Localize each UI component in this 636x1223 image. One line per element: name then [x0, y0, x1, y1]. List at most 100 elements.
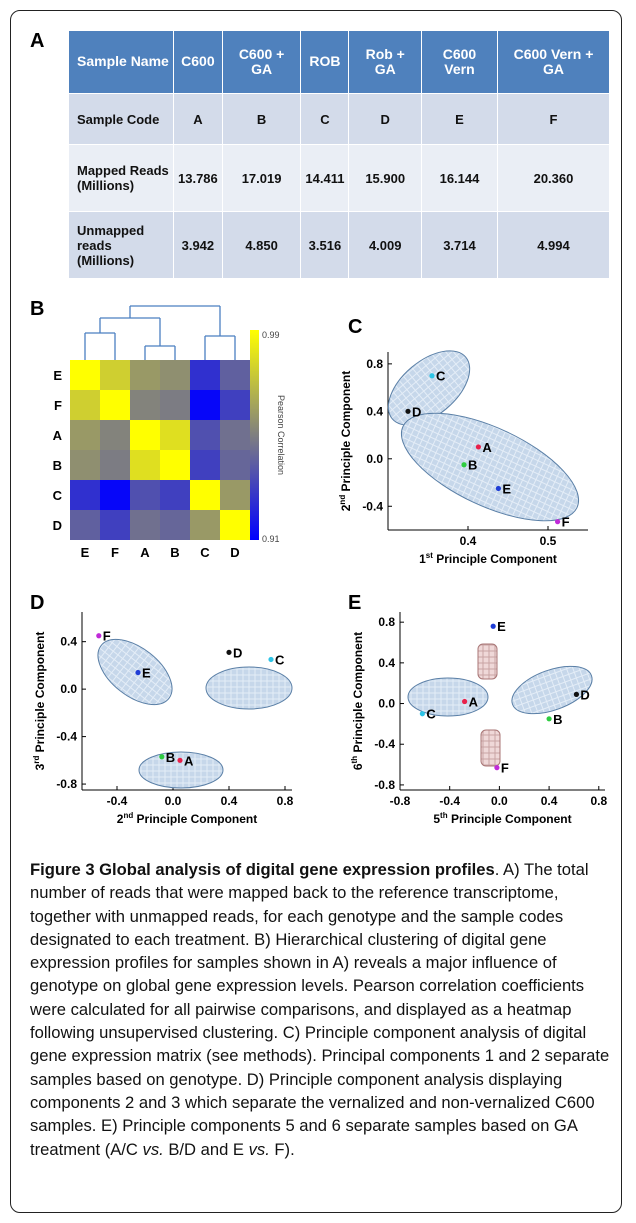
heatmap-col-label: C — [200, 545, 210, 560]
table-cell: 17.019 — [221, 144, 302, 212]
heatmap-cell — [220, 510, 250, 540]
table-header-cell: C600 Vern — [420, 30, 498, 94]
heatmap-cell — [130, 390, 160, 420]
data-point-label: D — [412, 404, 421, 419]
data-point — [494, 765, 500, 771]
table-header-cell: Rob + GA — [348, 30, 422, 94]
heatmap-cell — [220, 450, 250, 480]
data-point-label: B — [553, 712, 562, 727]
heatmap-row-label: A — [53, 428, 63, 443]
heatmap-cell — [70, 360, 100, 390]
table-header-cell: C600 + GA — [221, 30, 302, 94]
figure-frame — [10, 10, 622, 1213]
data-point — [461, 462, 467, 468]
data-point-label: C — [275, 652, 285, 667]
heatmap-cell — [130, 360, 160, 390]
y-tick-label: -0.4 — [56, 730, 77, 744]
heatmap-cell — [100, 510, 130, 540]
data-point — [490, 623, 496, 629]
panel-label-e: E — [348, 592, 362, 614]
y-tick-label: -0.4 — [374, 737, 395, 751]
data-point — [475, 444, 481, 450]
pca-chart-e: -0.8 -0.4 0.0 0.4 0.8 -0.8 -0.4 0.0 0.4 0.8 5th Pr… — [350, 612, 607, 826]
data-point — [405, 408, 411, 414]
heatmap-cell — [190, 450, 220, 480]
heatmap-cell — [220, 480, 250, 510]
heatmap-cell — [220, 360, 250, 390]
figure-caption: Figure 3 Global analysis of digital gene… — [30, 858, 615, 1161]
cluster-ellipse — [387, 350, 471, 426]
heatmap-cell — [100, 360, 130, 390]
data-point — [495, 485, 501, 492]
heatmap-cell — [160, 390, 190, 420]
panel-label-d: D — [30, 592, 45, 614]
x-tick-label: 0.8 — [277, 794, 294, 808]
table-cell: 20.360 — [496, 144, 611, 212]
x-tick-label: 0.4 — [541, 794, 558, 808]
heatmap-row-label: E — [53, 368, 62, 383]
y-tick-label: 0.4 — [378, 656, 395, 670]
data-point-label: E — [502, 481, 511, 496]
data-point — [135, 669, 141, 676]
y-tick-label: 0.8 — [378, 615, 395, 629]
colorbar-tick: 0.99 — [262, 330, 280, 340]
x-tick-label: -0.8 — [390, 794, 411, 808]
data-point-label: E — [142, 666, 151, 681]
colorbar-label: Pearson Correlation — [276, 395, 286, 475]
colorbar — [250, 330, 259, 540]
heatmap-col-label: D — [230, 545, 239, 560]
y-tick-label: 0.0 — [378, 697, 395, 711]
heatmap-row-label: F — [54, 398, 62, 413]
heatmap-cell — [100, 390, 130, 420]
y-tick-label: 0.0 — [60, 682, 77, 696]
cluster-ellipse — [138, 751, 224, 789]
caption-title: Figure 3 Global analysis of digital gene… — [30, 860, 495, 879]
heatmap-cell — [130, 480, 160, 510]
data-point — [462, 698, 468, 705]
y-tick-label: 0.4 — [366, 404, 383, 418]
y-axis-title: 6th Principle Component — [350, 632, 365, 770]
reads-table: Sample Name C600 C600 + GA ROB Rob + GA … — [68, 30, 611, 279]
heatmap-cell — [130, 510, 160, 540]
table-cell: 4.850 — [221, 211, 302, 279]
heatmap-row-label: B — [53, 458, 62, 473]
data-point-label: B — [468, 458, 477, 473]
y-axis-title: 3rd Principle Component — [32, 632, 47, 771]
heatmap-cell — [220, 420, 250, 450]
table-cell: D — [348, 93, 422, 145]
data-point-label: B — [166, 750, 175, 765]
heatmap-cell — [190, 420, 220, 450]
heatmap-row-label: D — [53, 518, 62, 533]
data-point-label: A — [469, 695, 479, 710]
y-tick-label: 0.4 — [60, 635, 77, 649]
panel-label-b: B — [30, 298, 45, 320]
heatmap-cell — [160, 420, 190, 450]
table-cell: E — [420, 93, 498, 145]
caption-body: . A) The total number of reads that were… — [30, 860, 610, 1159]
cluster-box — [480, 729, 501, 767]
table-row: Mapped Reads (Millions) 13.786 17.019 14… — [68, 144, 611, 212]
heatmap-col-label: A — [140, 545, 150, 560]
table-cell: 14.411 — [300, 144, 350, 212]
heatmap-cell — [130, 450, 160, 480]
y-tick-label: -0.8 — [56, 777, 77, 791]
data-point — [268, 656, 274, 663]
table-header-row: Sample Name C600 C600 + GA ROB Rob + GA … — [68, 30, 611, 94]
data-point — [226, 649, 232, 655]
cluster-ellipse — [97, 638, 173, 706]
table-cell: A — [173, 93, 223, 145]
data-point-label: C — [426, 707, 436, 722]
heatmap-cell — [190, 390, 220, 420]
x-tick-label: 0.4 — [460, 534, 477, 548]
heatmap-cell — [160, 510, 190, 540]
table-cell: 16.144 — [420, 144, 498, 212]
table-row-label: Sample Code — [68, 93, 174, 145]
heatmap-col-label: B — [170, 545, 179, 560]
data-point — [177, 757, 183, 763]
table-cell: F — [496, 93, 611, 145]
heatmap-cell — [70, 480, 100, 510]
data-point — [429, 373, 435, 379]
heatmap-cell — [70, 450, 100, 480]
caption-body: B/D and E — [163, 1139, 249, 1159]
cluster-ellipse — [400, 412, 580, 522]
